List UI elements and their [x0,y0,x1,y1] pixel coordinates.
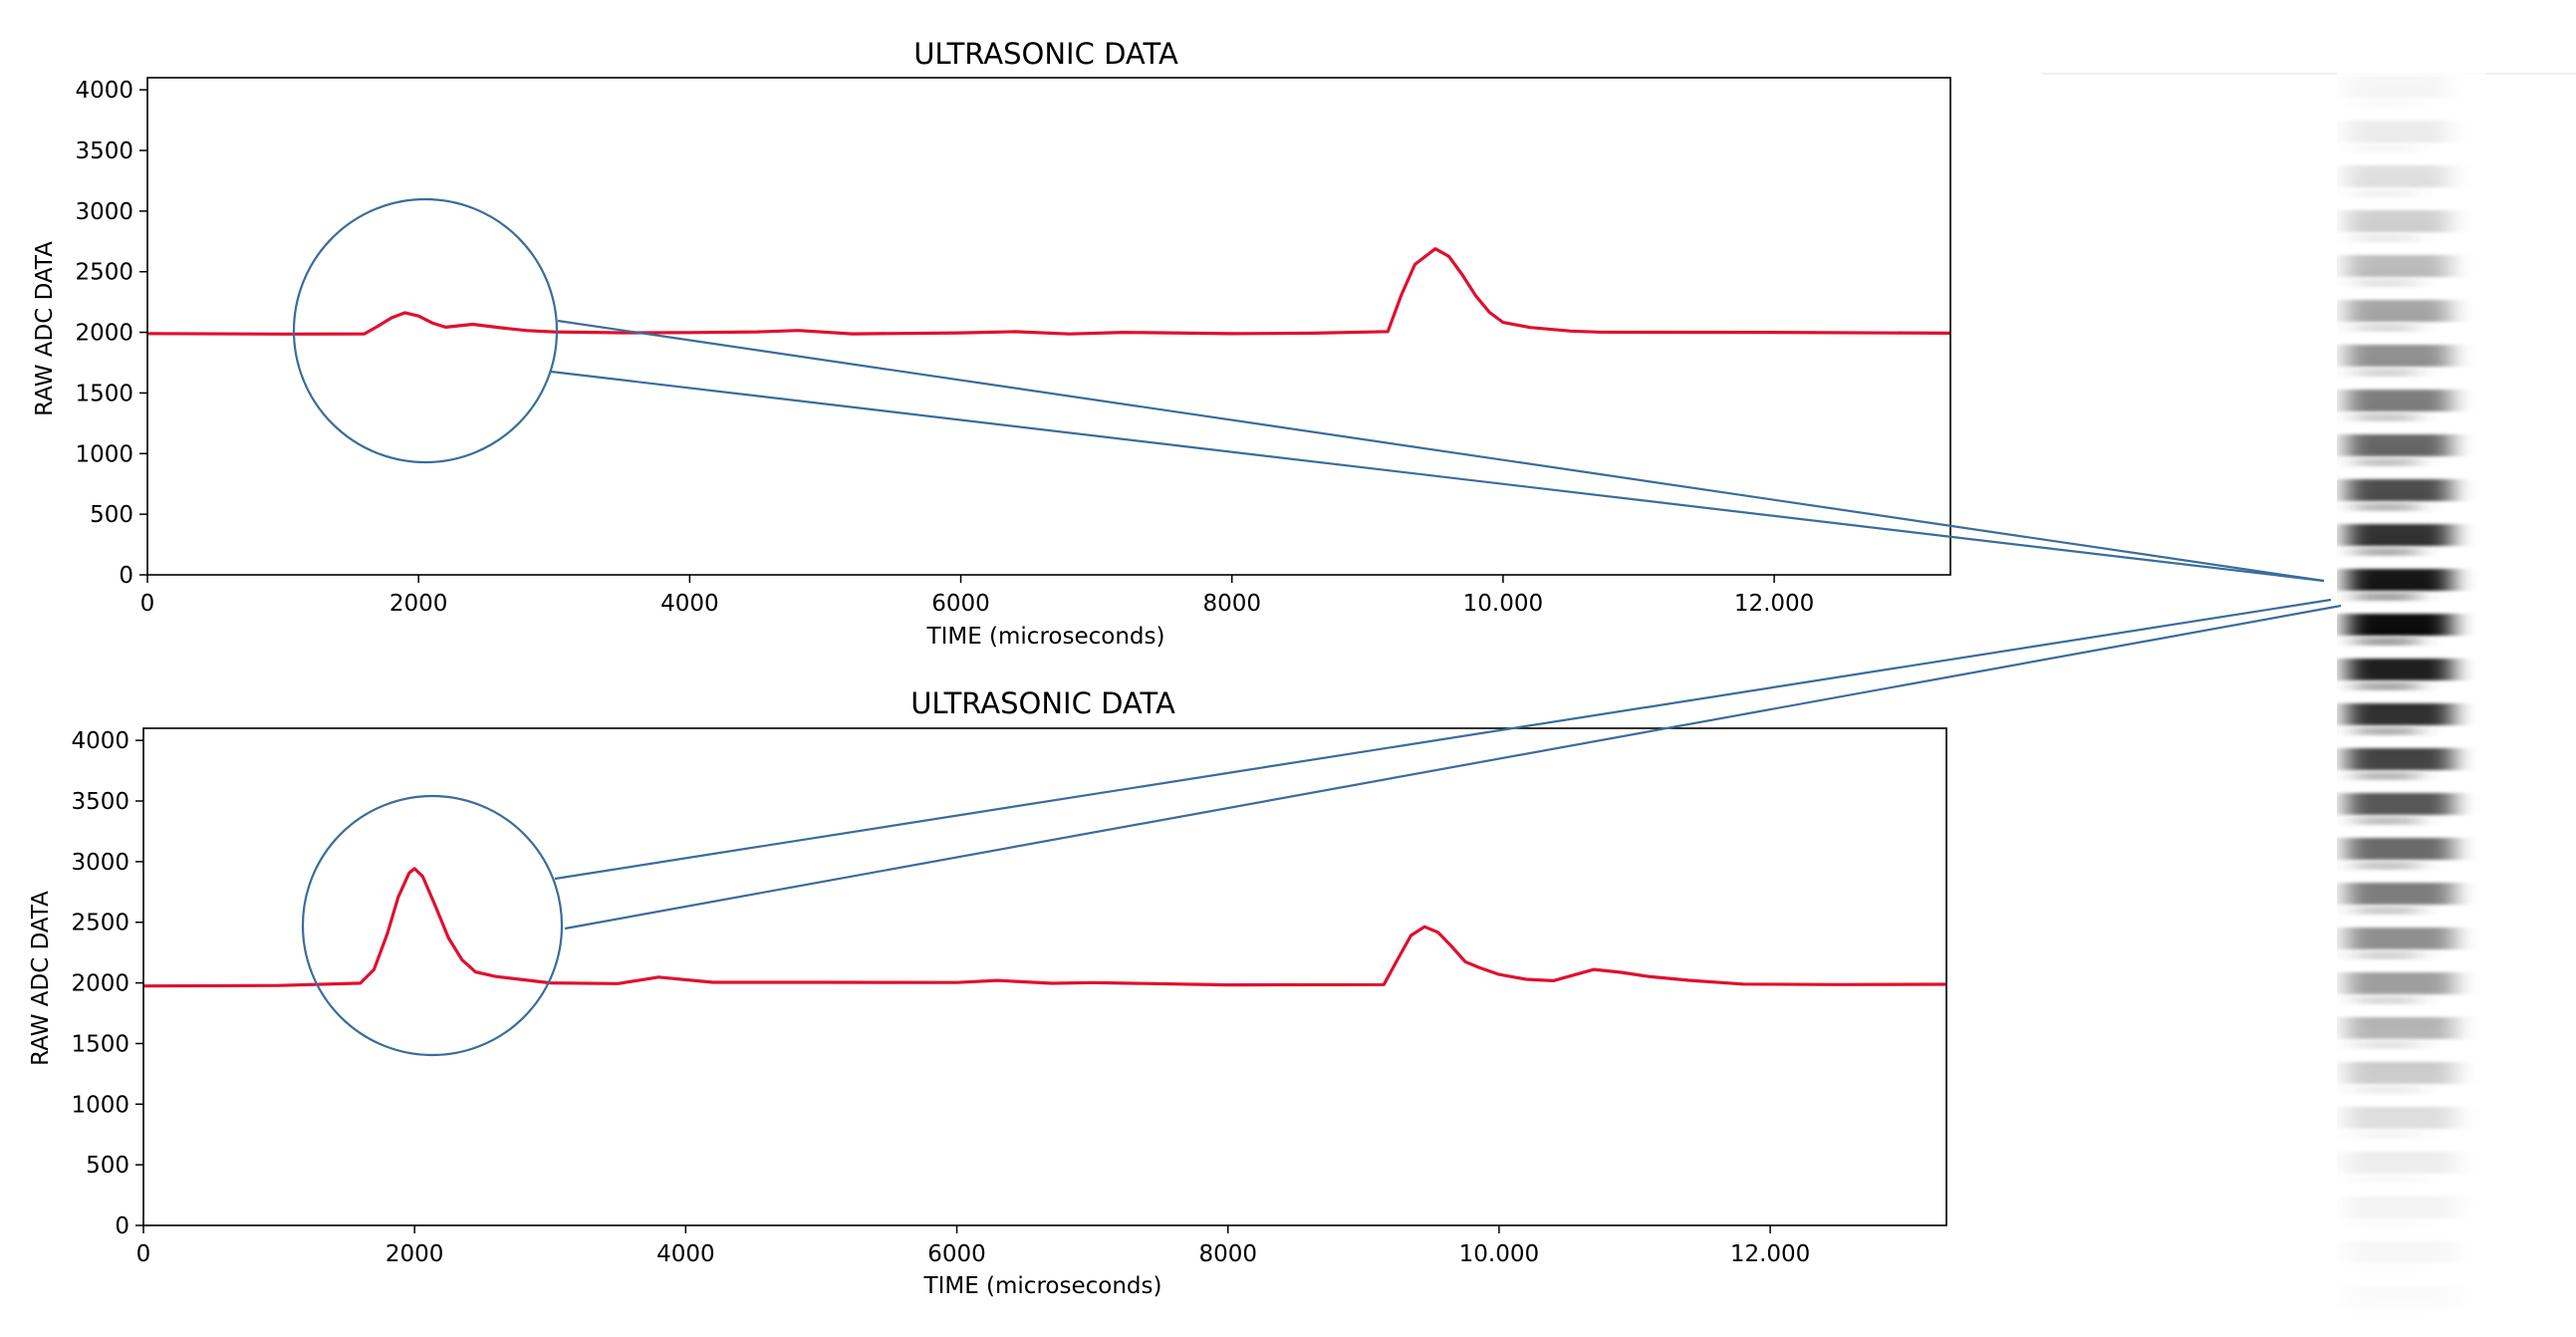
chart-bottom-xlabel: TIME (microseconds) [923,1273,1162,1299]
callout-top [292,197,2325,583]
chart-bottom-ytick-label: 3000 [71,850,129,876]
chart-bottom-xtick-label: 0 [136,1241,151,1267]
chart-bottom-title: ULTRASONIC DATA [910,686,1175,720]
chart-bottom-xtick-label: 8000 [1198,1241,1257,1267]
chart-top-title: ULTRASONIC DATA [913,37,1178,71]
callout-top-line-lower [550,370,2325,583]
chart-top-xtick-label: 4000 [660,591,719,617]
chart-top-ytick-label: 0 [119,563,133,589]
chart-bottom-xtick-label: 4000 [656,1241,715,1267]
chart-top-ylabel: RAW ADC DATA [32,241,58,416]
chart-bottom-xtick-label: 12.000 [1730,1241,1810,1267]
chart-top-ytick-label: 3000 [75,199,133,225]
chart-bottom-ytick-label: 3500 [71,789,129,815]
chart-bottom-ytick-label: 500 [86,1153,129,1179]
chart-top-ytick-label: 4000 [75,78,133,104]
callout-top-circle [292,197,559,464]
chart-top-xtick-label: 10.000 [1463,591,1543,617]
chart-top-xtick-label: 0 [140,591,155,617]
callout-top-line-upper [557,319,2325,583]
callout-bottom-circle [301,794,564,1057]
chart-top-xtick-label: 6000 [931,591,990,617]
chart-bottom-ytick-label: 1500 [71,1031,129,1057]
chart-top-xtick-label: 8000 [1202,591,1261,617]
chart-bottom-ytick-label: 4000 [71,728,129,754]
callout-bottom-line-upper [554,598,2332,881]
chart-bottom-ytick-label: 2500 [71,911,129,936]
chart-bottom-ytick-label: 2000 [71,971,129,997]
chart-bottom-ylabel: RAW ADC DATA [28,891,54,1066]
chart-top-series-line [146,247,1951,336]
chart-top-xtick-label: 2000 [389,591,448,617]
chart-bottom: ULTRASONIC DATA 0 2000 4000 6000 8000 10.000 1… [28,686,1947,1299]
chart-top: ULTRASONIC DATA 0 2000 4000 6000 8000 10.000 1… [32,37,1951,650]
chart-bottom-ticks: 0 2000 4000 6000 8000 10.000 12.000 0 500 1000 150… [71,728,1810,1267]
chart-bottom-ytick-label: 1000 [71,1092,129,1118]
chart-bottom-xtick-label: 2000 [386,1241,444,1267]
chart-bottom-plot-frame [142,727,1947,1226]
chart-top-plot-frame [146,77,1951,576]
ultrasonic-image-strip [2337,72,2486,1315]
chart-top-ytick-label: 3500 [75,138,133,164]
chart-top-ytick-label: 500 [90,502,133,528]
callout-bottom [301,598,2342,1057]
chart-top-ytick-label: 2500 [75,260,133,286]
chart-bottom-ytick-label: 0 [115,1213,129,1239]
chart-bottom-series-line [142,867,1947,988]
chart-top-ytick-label: 2000 [75,321,133,347]
chart-bottom-xtick-label: 6000 [927,1241,986,1267]
chart-top-ticks: 0 2000 4000 6000 8000 10.000 12.000 0 500 1000 150… [75,78,1814,617]
chart-top-ytick-label: 1000 [75,441,133,467]
chart-top-ytick-label: 1500 [75,381,133,406]
callout-bottom-line-lower [564,604,2342,931]
chart-top-xlabel: TIME (microseconds) [926,624,1165,650]
chart-top-xtick-label: 12.000 [1734,591,1814,617]
chart-bottom-xtick-label: 10.000 [1459,1241,1539,1267]
